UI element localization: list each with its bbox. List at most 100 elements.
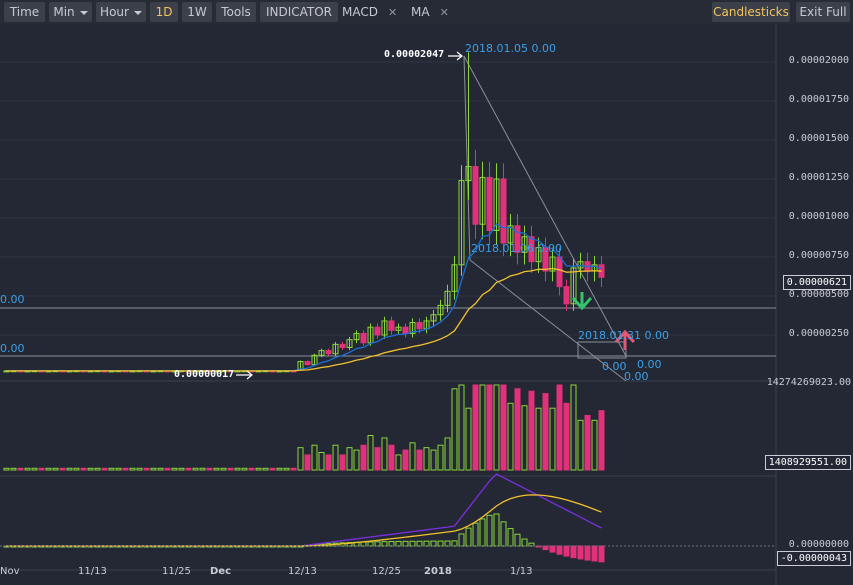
- diagonal-trendline-main[interactable]: [463, 55, 627, 357]
- candle-body: [458, 180, 465, 266]
- volume-bar: [262, 467, 269, 471]
- ma-long-line: [6, 267, 602, 372]
- diagonal-trendline-mid[interactable]: [469, 259, 627, 382]
- time-button[interactable]: Time: [4, 2, 45, 22]
- low-price-callout: 0.00000017: [174, 369, 235, 380]
- indicator-button[interactable]: INDICATOR: [260, 2, 338, 22]
- volume-bar: [514, 388, 521, 471]
- macd-bar: [563, 545, 570, 557]
- candle-body: [465, 166, 472, 182]
- diagonal-trendline-link[interactable]: [463, 55, 471, 261]
- candle-body: [472, 166, 479, 225]
- volume-bar: [339, 454, 346, 471]
- volume-bar: [521, 405, 528, 471]
- price-axis-tick: 0.00001000: [788, 211, 849, 222]
- hour-label: Hour: [100, 5, 129, 19]
- volume-bar: [59, 467, 66, 471]
- macd-bar: [556, 545, 563, 555]
- candle-body: [332, 343, 339, 355]
- volume-bar: [500, 384, 507, 471]
- candle-body: [500, 178, 507, 244]
- macd-bar: [514, 533, 521, 547]
- volume-bar: [304, 454, 311, 471]
- macd-bar: [521, 538, 528, 547]
- volume-bar: [241, 467, 248, 471]
- toolbar: Time Min Hour 1D 1W Tools INDICATOR MACD…: [0, 0, 853, 24]
- macd-indicator-tag[interactable]: MACD ✕: [342, 2, 406, 22]
- tools-button[interactable]: Tools: [216, 2, 256, 22]
- volume-bar: [17, 467, 24, 471]
- candle-body: [304, 361, 311, 366]
- candle-body: [528, 236, 535, 263]
- min-dropdown[interactable]: Min: [49, 2, 92, 22]
- volume-bar: [248, 467, 255, 471]
- high-price-callout: 0.00002047: [384, 49, 445, 60]
- candlesticks-button[interactable]: Candlesticks: [712, 2, 790, 22]
- volume-bar: [276, 467, 283, 471]
- volume-bar: [479, 384, 486, 471]
- exit-full-button[interactable]: Exit Full: [796, 2, 850, 22]
- volume-bar: [416, 449, 423, 471]
- volume-bar: [451, 388, 458, 471]
- time-label-1125: 11/25: [162, 566, 191, 577]
- price-axis-tick: 0.00001250: [788, 172, 849, 183]
- volume-bar: [52, 467, 59, 471]
- interval-1d-button[interactable]: 1D: [150, 2, 178, 22]
- arrow-right-icon: [448, 51, 463, 61]
- price-axis-tick: 0.00001750: [788, 94, 849, 105]
- chart-area[interactable]: [0, 24, 853, 585]
- measure-value-b: 0.00: [637, 358, 662, 371]
- candle-body: [556, 256, 563, 288]
- volume-bar: [430, 449, 437, 471]
- macd-bar: [437, 540, 444, 547]
- candles-layer: [3, 52, 605, 373]
- volume-bar: [31, 467, 38, 471]
- volume-bars: [3, 384, 605, 471]
- close-icon[interactable]: ✕: [439, 6, 449, 19]
- volume-bar: [598, 410, 605, 471]
- candle-body: [360, 332, 367, 344]
- price-axis-tick: 0.00002000: [788, 55, 849, 66]
- volume-bar: [325, 454, 332, 471]
- volume-bar: [486, 384, 493, 471]
- current-price-tag: 0.00000621: [782, 275, 851, 290]
- volume-bar: [213, 467, 220, 471]
- volume-bar: [395, 454, 402, 471]
- volume-bar: [318, 452, 325, 471]
- macd-bar: [430, 540, 437, 547]
- volume-bar: [283, 467, 290, 471]
- hour-dropdown[interactable]: Hour: [96, 2, 146, 22]
- volume-bar: [164, 467, 171, 471]
- volume-bar: [171, 467, 178, 471]
- volume-bar: [570, 384, 577, 471]
- arrow-up-icon: [614, 329, 636, 350]
- arrow-right-icon: [236, 370, 253, 380]
- close-icon[interactable]: ✕: [387, 6, 398, 19]
- interval-1w-button[interactable]: 1W: [182, 2, 212, 22]
- left-level-label-b: 0.00: [0, 342, 25, 355]
- candle-body: [353, 332, 360, 341]
- macd-bar: [444, 540, 451, 547]
- price-axis-tick: 0.00000750: [788, 250, 849, 261]
- chart-grid: [0, 61, 776, 336]
- volume-bar: [528, 390, 535, 471]
- volume-bar: [507, 402, 514, 471]
- time-label-nov: Nov: [0, 566, 20, 577]
- macd-line: [6, 473, 602, 547]
- volume-bar: [206, 467, 213, 471]
- volume-bar: [465, 407, 472, 471]
- volume-bar: [290, 467, 297, 471]
- time-label-2018: 2018: [424, 566, 452, 577]
- candle-body: [479, 176, 486, 225]
- min-label: Min: [53, 5, 75, 19]
- macd-label: MACD: [342, 5, 378, 19]
- volume-bar: [535, 407, 542, 471]
- ma-indicator-tag[interactable]: MA ✕: [411, 2, 459, 22]
- volume-bar: [563, 402, 570, 471]
- volume-bar: [367, 435, 374, 471]
- candle-body: [339, 343, 346, 348]
- macd-bar: [549, 545, 556, 553]
- macd-bar: [409, 540, 416, 547]
- time-label: Time: [9, 5, 40, 19]
- time-label-1213: 12/13: [288, 566, 317, 577]
